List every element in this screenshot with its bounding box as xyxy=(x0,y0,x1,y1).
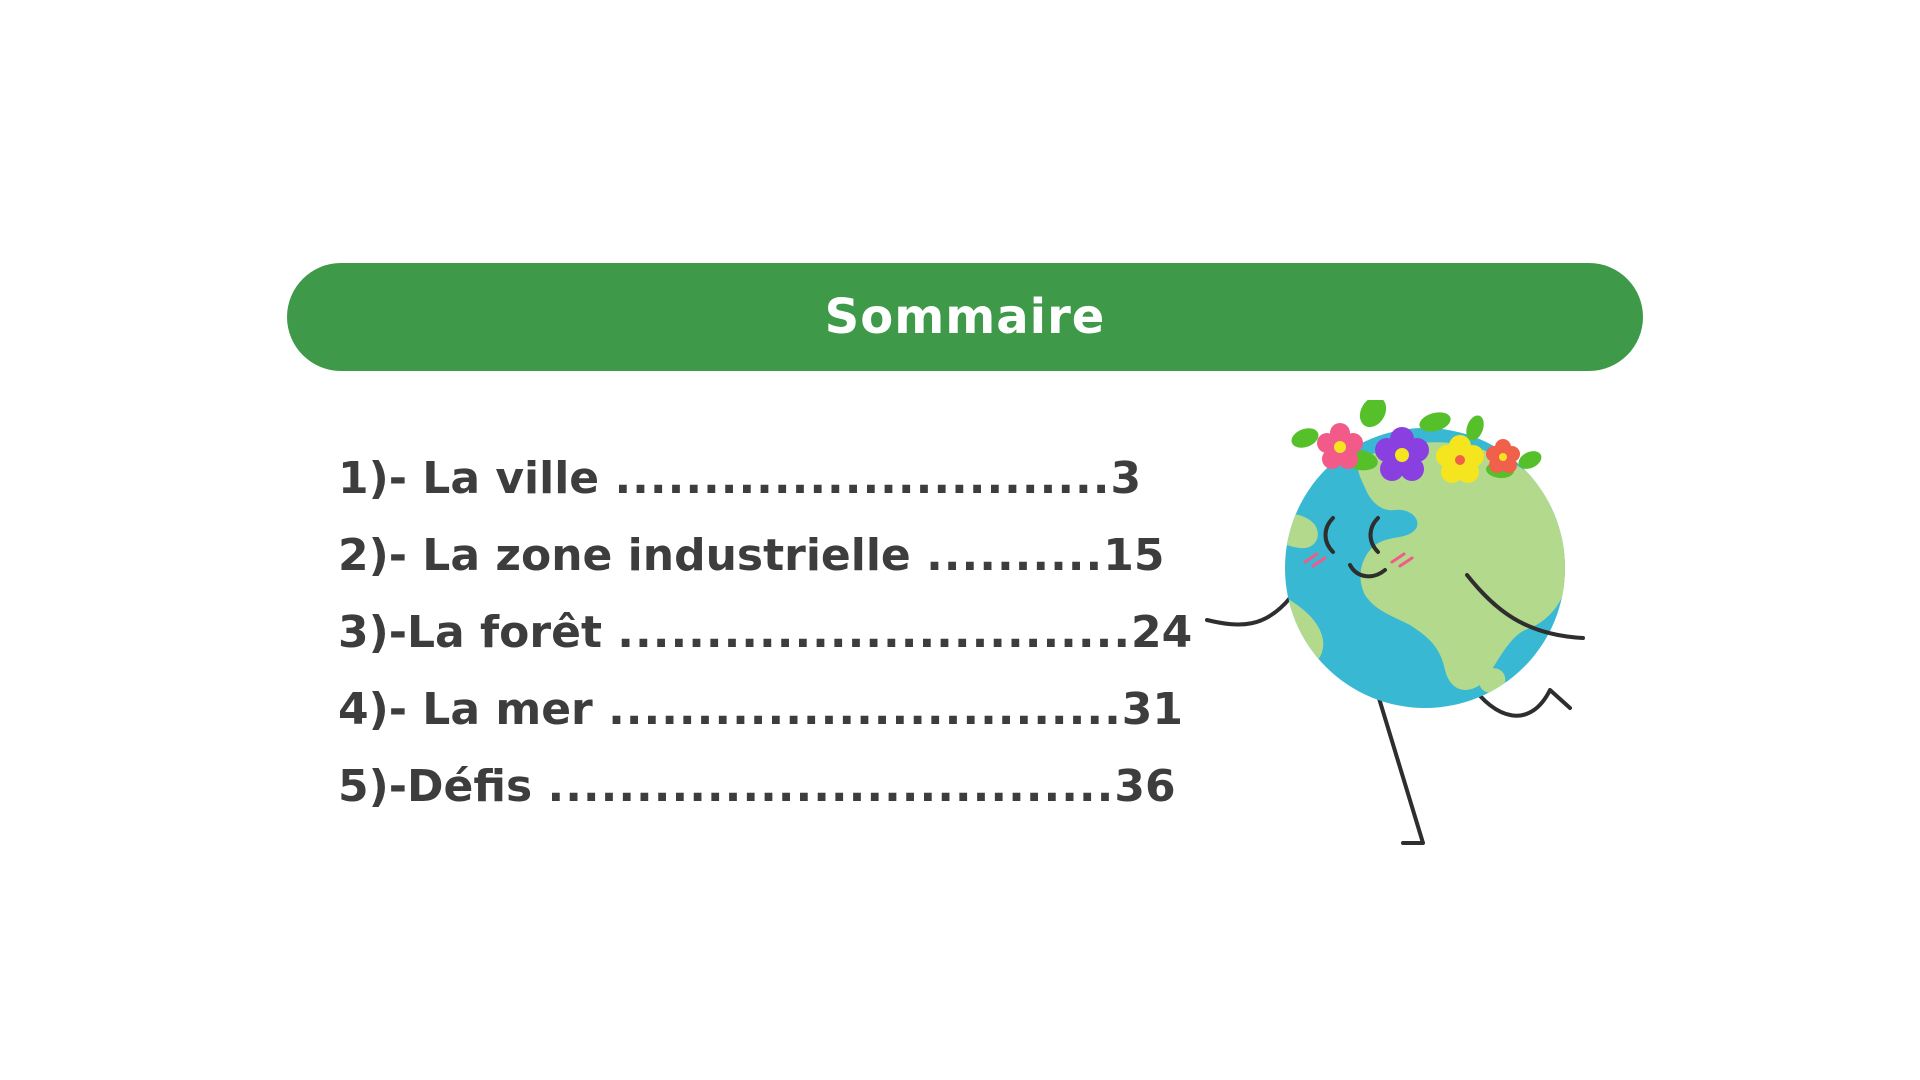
toc-item-label: 5)-Défis xyxy=(338,761,548,812)
toc-item-leader: ............................. xyxy=(608,684,1122,735)
toc-item-page: 24 xyxy=(1131,607,1193,658)
toc-item-leader: ............................. xyxy=(617,607,1132,658)
title-banner: Sommaire xyxy=(287,263,1643,371)
toc-item-page: 31 xyxy=(1121,684,1184,735)
toc-item-leader: ................................ xyxy=(547,761,1115,812)
toc-item-page: 15 xyxy=(1103,530,1165,581)
toc-item-label: 4)- La mer xyxy=(338,684,609,735)
toc-item-page: 3 xyxy=(1110,453,1142,504)
toc-item-leader: ............................ xyxy=(614,453,1111,504)
earth-mascot-icon xyxy=(1205,400,1585,845)
toc-item-page: 36 xyxy=(1114,761,1176,812)
toc-item-3[interactable]: 3)-La forêt ............................… xyxy=(338,594,1192,671)
toc-item-leader: .......... xyxy=(926,530,1104,581)
page-title: Sommaire xyxy=(824,289,1106,345)
toc-item-1[interactable]: 1)- La ville ...........................… xyxy=(338,440,1158,517)
toc-item-2[interactable]: 2)- La zone industrielle ..........15 xyxy=(338,517,1164,594)
toc-item-5[interactable]: 5)-Défis ...............................… xyxy=(338,748,1176,825)
toc-item-4[interactable]: 4)- La mer .............................… xyxy=(338,671,1183,748)
table-of-contents: 1)- La ville ...........................… xyxy=(338,440,1192,825)
toc-item-label: 1)- La ville xyxy=(338,453,615,504)
toc-item-label: 3)-La forêt xyxy=(338,607,618,658)
toc-item-label: 2)- La zone industrielle xyxy=(338,530,927,581)
